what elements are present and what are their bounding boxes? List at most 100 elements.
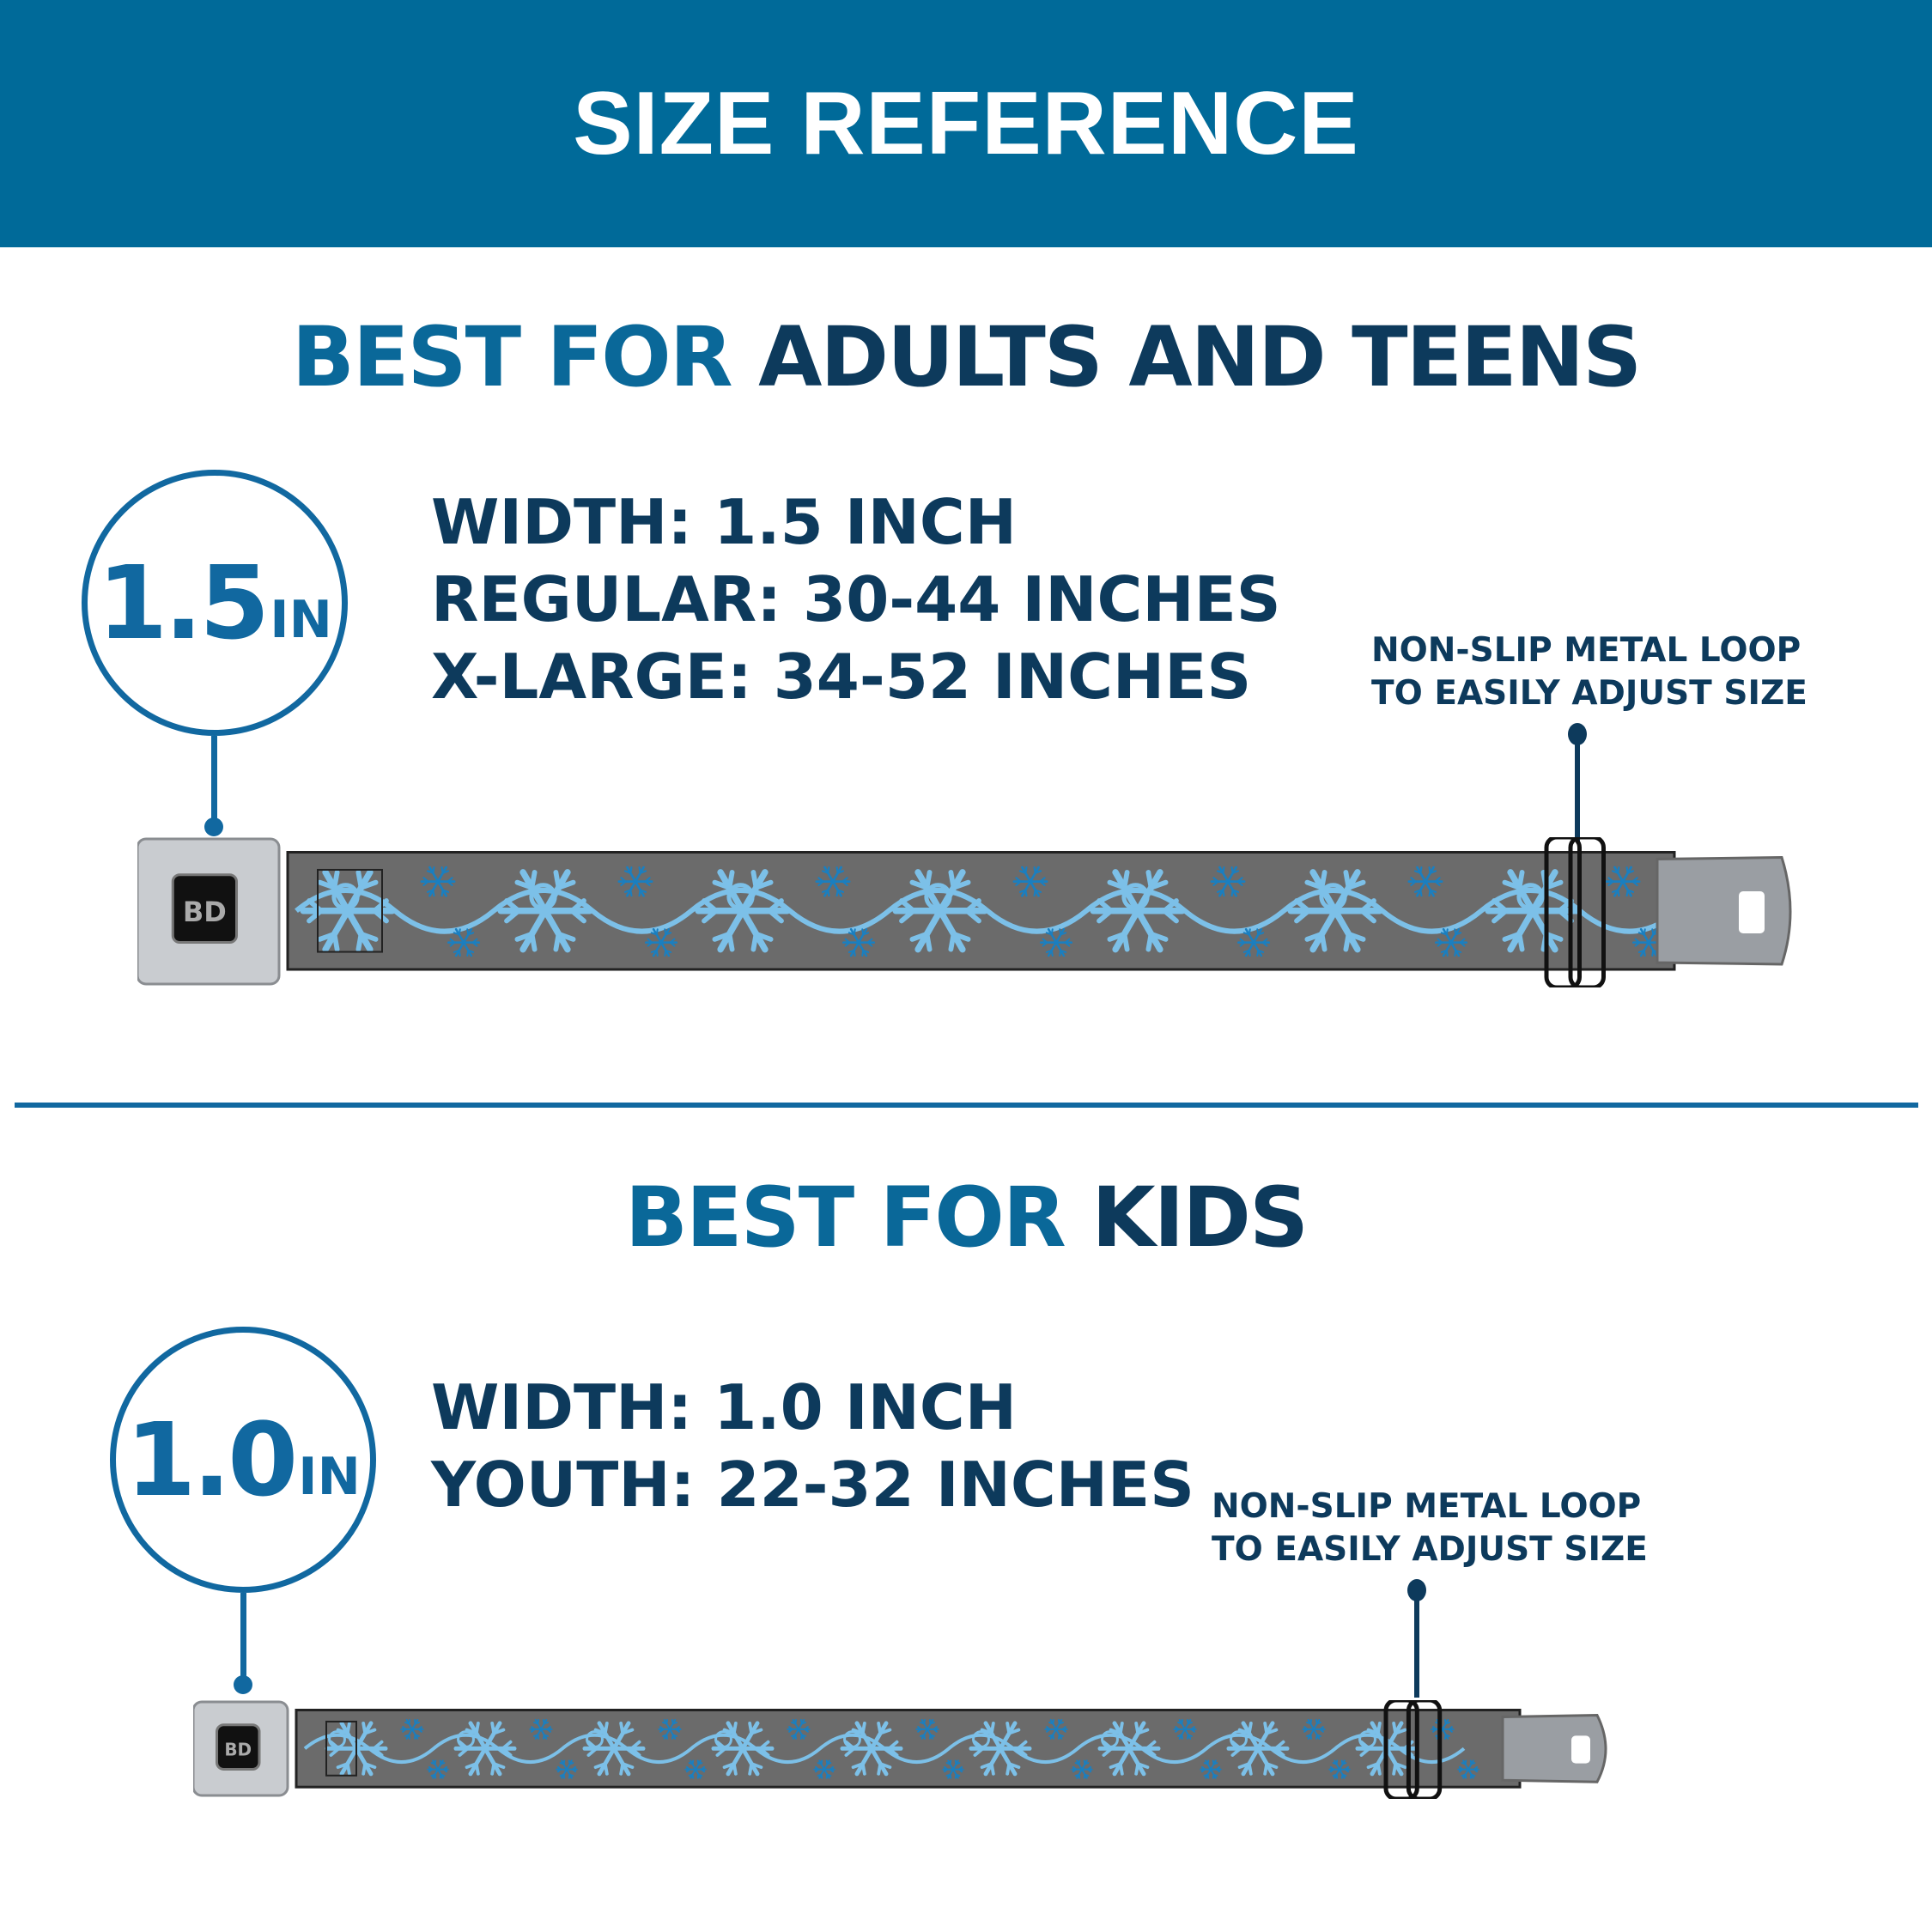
snowflake-branch <box>1626 870 1635 874</box>
snowflake-branch <box>432 889 435 897</box>
snowflake-branch <box>1434 877 1441 883</box>
snowflake-branch <box>1107 879 1127 890</box>
loop-pointer-dot <box>1407 1579 1426 1601</box>
snowflake-arm <box>354 1746 374 1777</box>
snowflake-branch <box>817 880 824 886</box>
snowflake-arm <box>1307 1719 1315 1730</box>
snowflake-branch <box>1145 870 1154 890</box>
snowflake-arm <box>1639 927 1650 944</box>
snowflake-branch <box>1631 880 1638 886</box>
snowflake-branch <box>1064 938 1071 944</box>
section-divider <box>15 1103 1918 1108</box>
snowflake-branch <box>1102 1740 1114 1751</box>
snowflake-branch <box>1190 1728 1195 1733</box>
width-badge-adults: 1.5 IN <box>82 470 348 736</box>
snowflake-branch <box>1050 949 1054 957</box>
snowflake-branch <box>1215 1768 1221 1773</box>
snowflake-arm <box>652 941 663 957</box>
snowflake-branch <box>862 932 870 936</box>
snowflake-arm <box>1339 1759 1346 1771</box>
snowflake-branch <box>1236 880 1243 886</box>
snowflake-branch <box>361 1762 368 1776</box>
snowflake-branch <box>1344 1768 1350 1773</box>
snowflake-arm <box>854 1746 874 1777</box>
snowflake-branch <box>929 1721 935 1725</box>
snowflake-branch <box>750 870 759 890</box>
snowflake-branch <box>844 1747 856 1757</box>
snowflake-branch <box>800 1721 806 1725</box>
snowflake-arm <box>695 1759 702 1771</box>
snowflake-branch <box>1136 1762 1150 1770</box>
snowflake-branch <box>1212 1762 1218 1765</box>
snowflake-branch <box>372 1747 384 1757</box>
snowflake-arm <box>1244 927 1255 944</box>
snowflake-arm <box>1252 941 1263 957</box>
snowflake-branch <box>355 931 364 952</box>
snowflake-branch <box>629 866 633 874</box>
snowflake-branch <box>1445 949 1449 957</box>
snowflake-branch <box>1263 1721 1269 1735</box>
metal-tongue <box>1501 1713 1607 1783</box>
snowflake-arm <box>1334 1759 1340 1771</box>
snowflake-arm <box>914 869 944 914</box>
snowflake-branch <box>447 880 453 886</box>
snowflake-branch <box>851 1762 865 1770</box>
snowflake-branch <box>1005 1762 1012 1776</box>
snowflake-branch <box>372 898 389 914</box>
snowflake-branch <box>504 908 521 924</box>
snowflake-arm <box>952 1759 959 1771</box>
snowflake-branch <box>426 870 434 874</box>
note-line: NON-SLIP METAL LOOP <box>1212 1487 1642 1526</box>
snowflake-branch <box>1643 949 1646 957</box>
snowflake-branch <box>844 941 851 947</box>
snowflake-branch <box>458 1740 470 1751</box>
snowflake-branch <box>1359 1747 1371 1757</box>
snowflake-branch <box>665 932 672 936</box>
snowflake-branch <box>1200 1765 1206 1771</box>
snowflake-branch <box>546 1728 551 1733</box>
snowflake-branch <box>1024 866 1028 874</box>
snowflake-branch <box>851 1728 865 1735</box>
snowflake-branch <box>453 932 460 936</box>
snowflake-branch <box>1607 877 1614 883</box>
snowflake-branch <box>501 1747 513 1757</box>
snowflake-arm <box>1184 1719 1192 1730</box>
snowflake-arm <box>1054 941 1066 957</box>
snowflake-branch <box>1239 941 1246 947</box>
snowflake-arm <box>1529 869 1558 914</box>
snowflake-branch <box>647 938 653 944</box>
snowflake-arm <box>792 1728 799 1740</box>
snowflake-branch <box>1413 889 1422 893</box>
snowflake-icon <box>1328 1759 1351 1779</box>
snowflake-branch <box>1212 880 1219 886</box>
snowflake-branch <box>413 1734 416 1740</box>
snowflake-branch <box>887 1747 899 1757</box>
snowflake-branch <box>860 1721 866 1735</box>
snowflake-branch <box>1078 1759 1081 1765</box>
snowflake-branch <box>1145 931 1154 952</box>
snowflake-icon <box>711 1721 775 1777</box>
snowflake-branch <box>732 1762 738 1776</box>
snowflake-branch <box>862 949 870 953</box>
snowflake-branch <box>1625 889 1629 897</box>
snowflake-branch <box>1033 866 1036 874</box>
snowflake-branch <box>432 866 435 874</box>
snowflake-arm <box>1226 880 1237 897</box>
snowflake-branch <box>1440 932 1448 936</box>
snowflake-branch <box>1058 1721 1064 1725</box>
snowflake-arm <box>1647 941 1658 957</box>
snowflake-arm <box>1424 866 1435 883</box>
snowflake-arm <box>818 1759 825 1771</box>
snowflake-branch <box>1343 931 1352 952</box>
snowflake-arm <box>1226 866 1237 883</box>
snowflake-branch <box>1319 1728 1324 1733</box>
snowflake-branch <box>844 938 851 944</box>
snowflake-branch <box>474 1762 480 1776</box>
snowflake-branch <box>1294 898 1311 914</box>
snowflake-branch <box>629 889 633 897</box>
snowflake-icon <box>400 1719 424 1740</box>
snowflake-branch <box>543 1721 549 1725</box>
snowflake-branch <box>665 949 672 953</box>
snowflake-arm <box>1313 1719 1321 1730</box>
snowflake-branch <box>814 1765 820 1771</box>
